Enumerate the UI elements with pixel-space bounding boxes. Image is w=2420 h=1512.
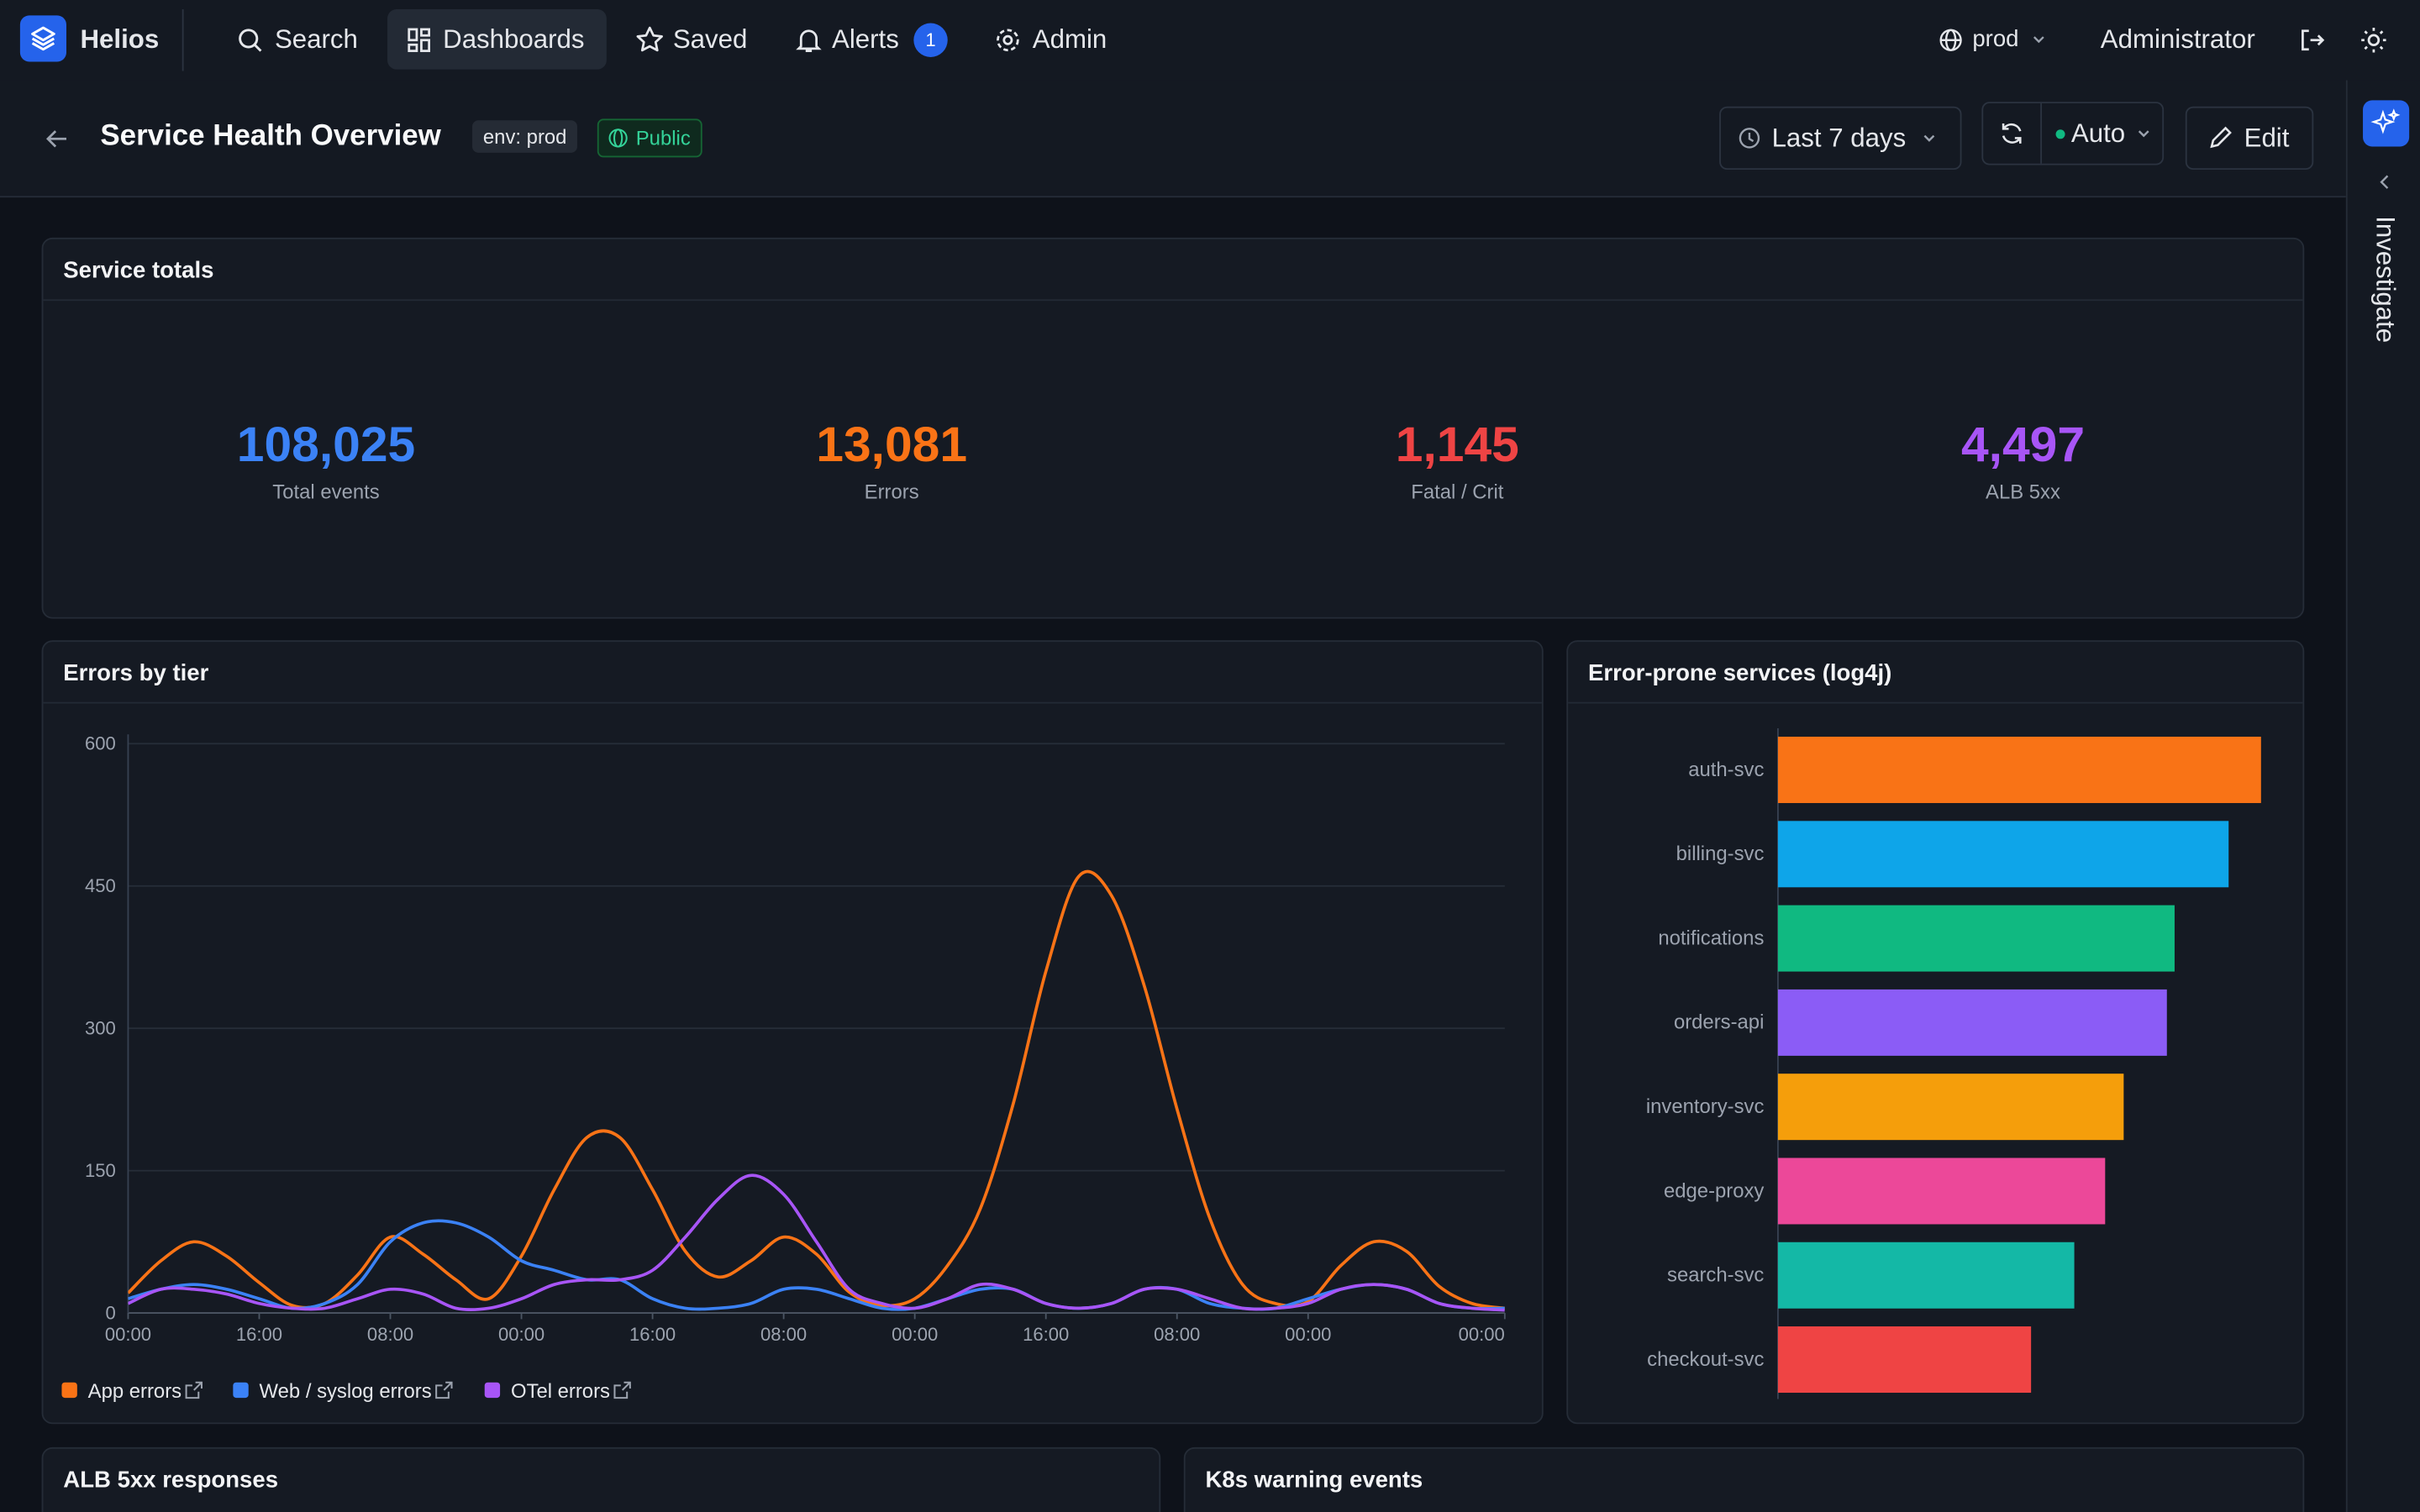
stat-label: ALB 5xx [1986, 480, 2060, 503]
edit-label: Edit [2244, 123, 2290, 153]
globe-icon [1939, 29, 1962, 51]
stat: 1,145 Fatal / Crit [1175, 417, 1740, 503]
gear-icon [997, 29, 1019, 52]
bell-icon [796, 29, 822, 52]
logout-icon[interactable] [2298, 26, 2326, 54]
bar-panel: Error-prone services (log4j) [1566, 640, 2305, 1425]
investigate[interactable]: Investigate [2370, 216, 2401, 344]
nav-search[interactable]: Search [274, 24, 358, 55]
back[interactable] [43, 125, 71, 153]
k8s-panel: K8s warning events [1183, 1446, 2305, 1512]
alb-panel: ALB 5xx responses [41, 1446, 1161, 1512]
refresh-group[interactable]: Auto [1981, 102, 2165, 165]
edit-button[interactable]: Edit [2185, 106, 2314, 171]
stat: 4,497 ALB 5xx [1740, 417, 2306, 503]
star-icon [636, 26, 663, 52]
search-icon [239, 29, 262, 52]
ai-button[interactable] [2363, 100, 2410, 147]
time-range[interactable]: Last 7 days [1719, 106, 1962, 171]
refresh-label: Auto [2070, 118, 2126, 149]
panel-title: ALB 5xx responses [63, 1467, 279, 1494]
time-label: Last 7 days [1771, 123, 1907, 153]
panel-title: Service totals [63, 257, 214, 284]
nav-saved[interactable]: Saved [672, 24, 748, 55]
line-panel: Errors by tier [41, 640, 1544, 1425]
stats-panel: Service totals 108,025 Total events 13,081… [41, 237, 2306, 619]
nav-alerts[interactable]: Alerts [832, 24, 899, 55]
panel-title: Errors by tier [63, 660, 209, 687]
nav-admin[interactable]: Admin [1032, 24, 1107, 55]
sidebar: Investigate [2345, 80, 2420, 1512]
dashboard-header: Service Health Overview env: prod Public… [0, 80, 2346, 198]
dash-icon [408, 28, 430, 52]
stat-label: Total events [272, 480, 380, 503]
top-nav: Helios Search Dashboards Saved Alerts 1 … [0, 0, 2420, 81]
theme-icon[interactable] [2360, 26, 2387, 54]
stat-label: Fatal / Crit [1411, 480, 1504, 503]
user[interactable]: Administrator [2100, 24, 2255, 55]
panel-title: K8s warning events [1205, 1467, 1423, 1494]
stat: 13,081 Errors [609, 417, 1175, 503]
alert-badge: 1 [913, 23, 948, 57]
stat-value: 108,025 [236, 416, 416, 473]
nav-dashboards[interactable]: Dashboards [443, 24, 585, 55]
stat-label: Errors [864, 480, 919, 503]
stat-value: 1,145 [1395, 416, 1519, 473]
panel-title: Error-prone services (log4j) [1588, 660, 1892, 687]
dashboard-title: Service Health Overview [100, 120, 441, 153]
brand[interactable]: Helios [80, 24, 160, 55]
stat-value: 4,497 [1960, 416, 2086, 473]
public-badge: Public [597, 118, 702, 158]
public-label: Public [635, 126, 691, 150]
logo[interactable] [19, 15, 66, 62]
env-select[interactable]: prod [1972, 26, 2019, 53]
stats-row: 108,025 Total events 13,081 Errors 1,145 Fata… [43, 417, 2306, 503]
stat: 108,025 Total events [43, 417, 608, 503]
tag: env: prod [472, 120, 578, 153]
stat-value: 13,081 [816, 416, 968, 473]
